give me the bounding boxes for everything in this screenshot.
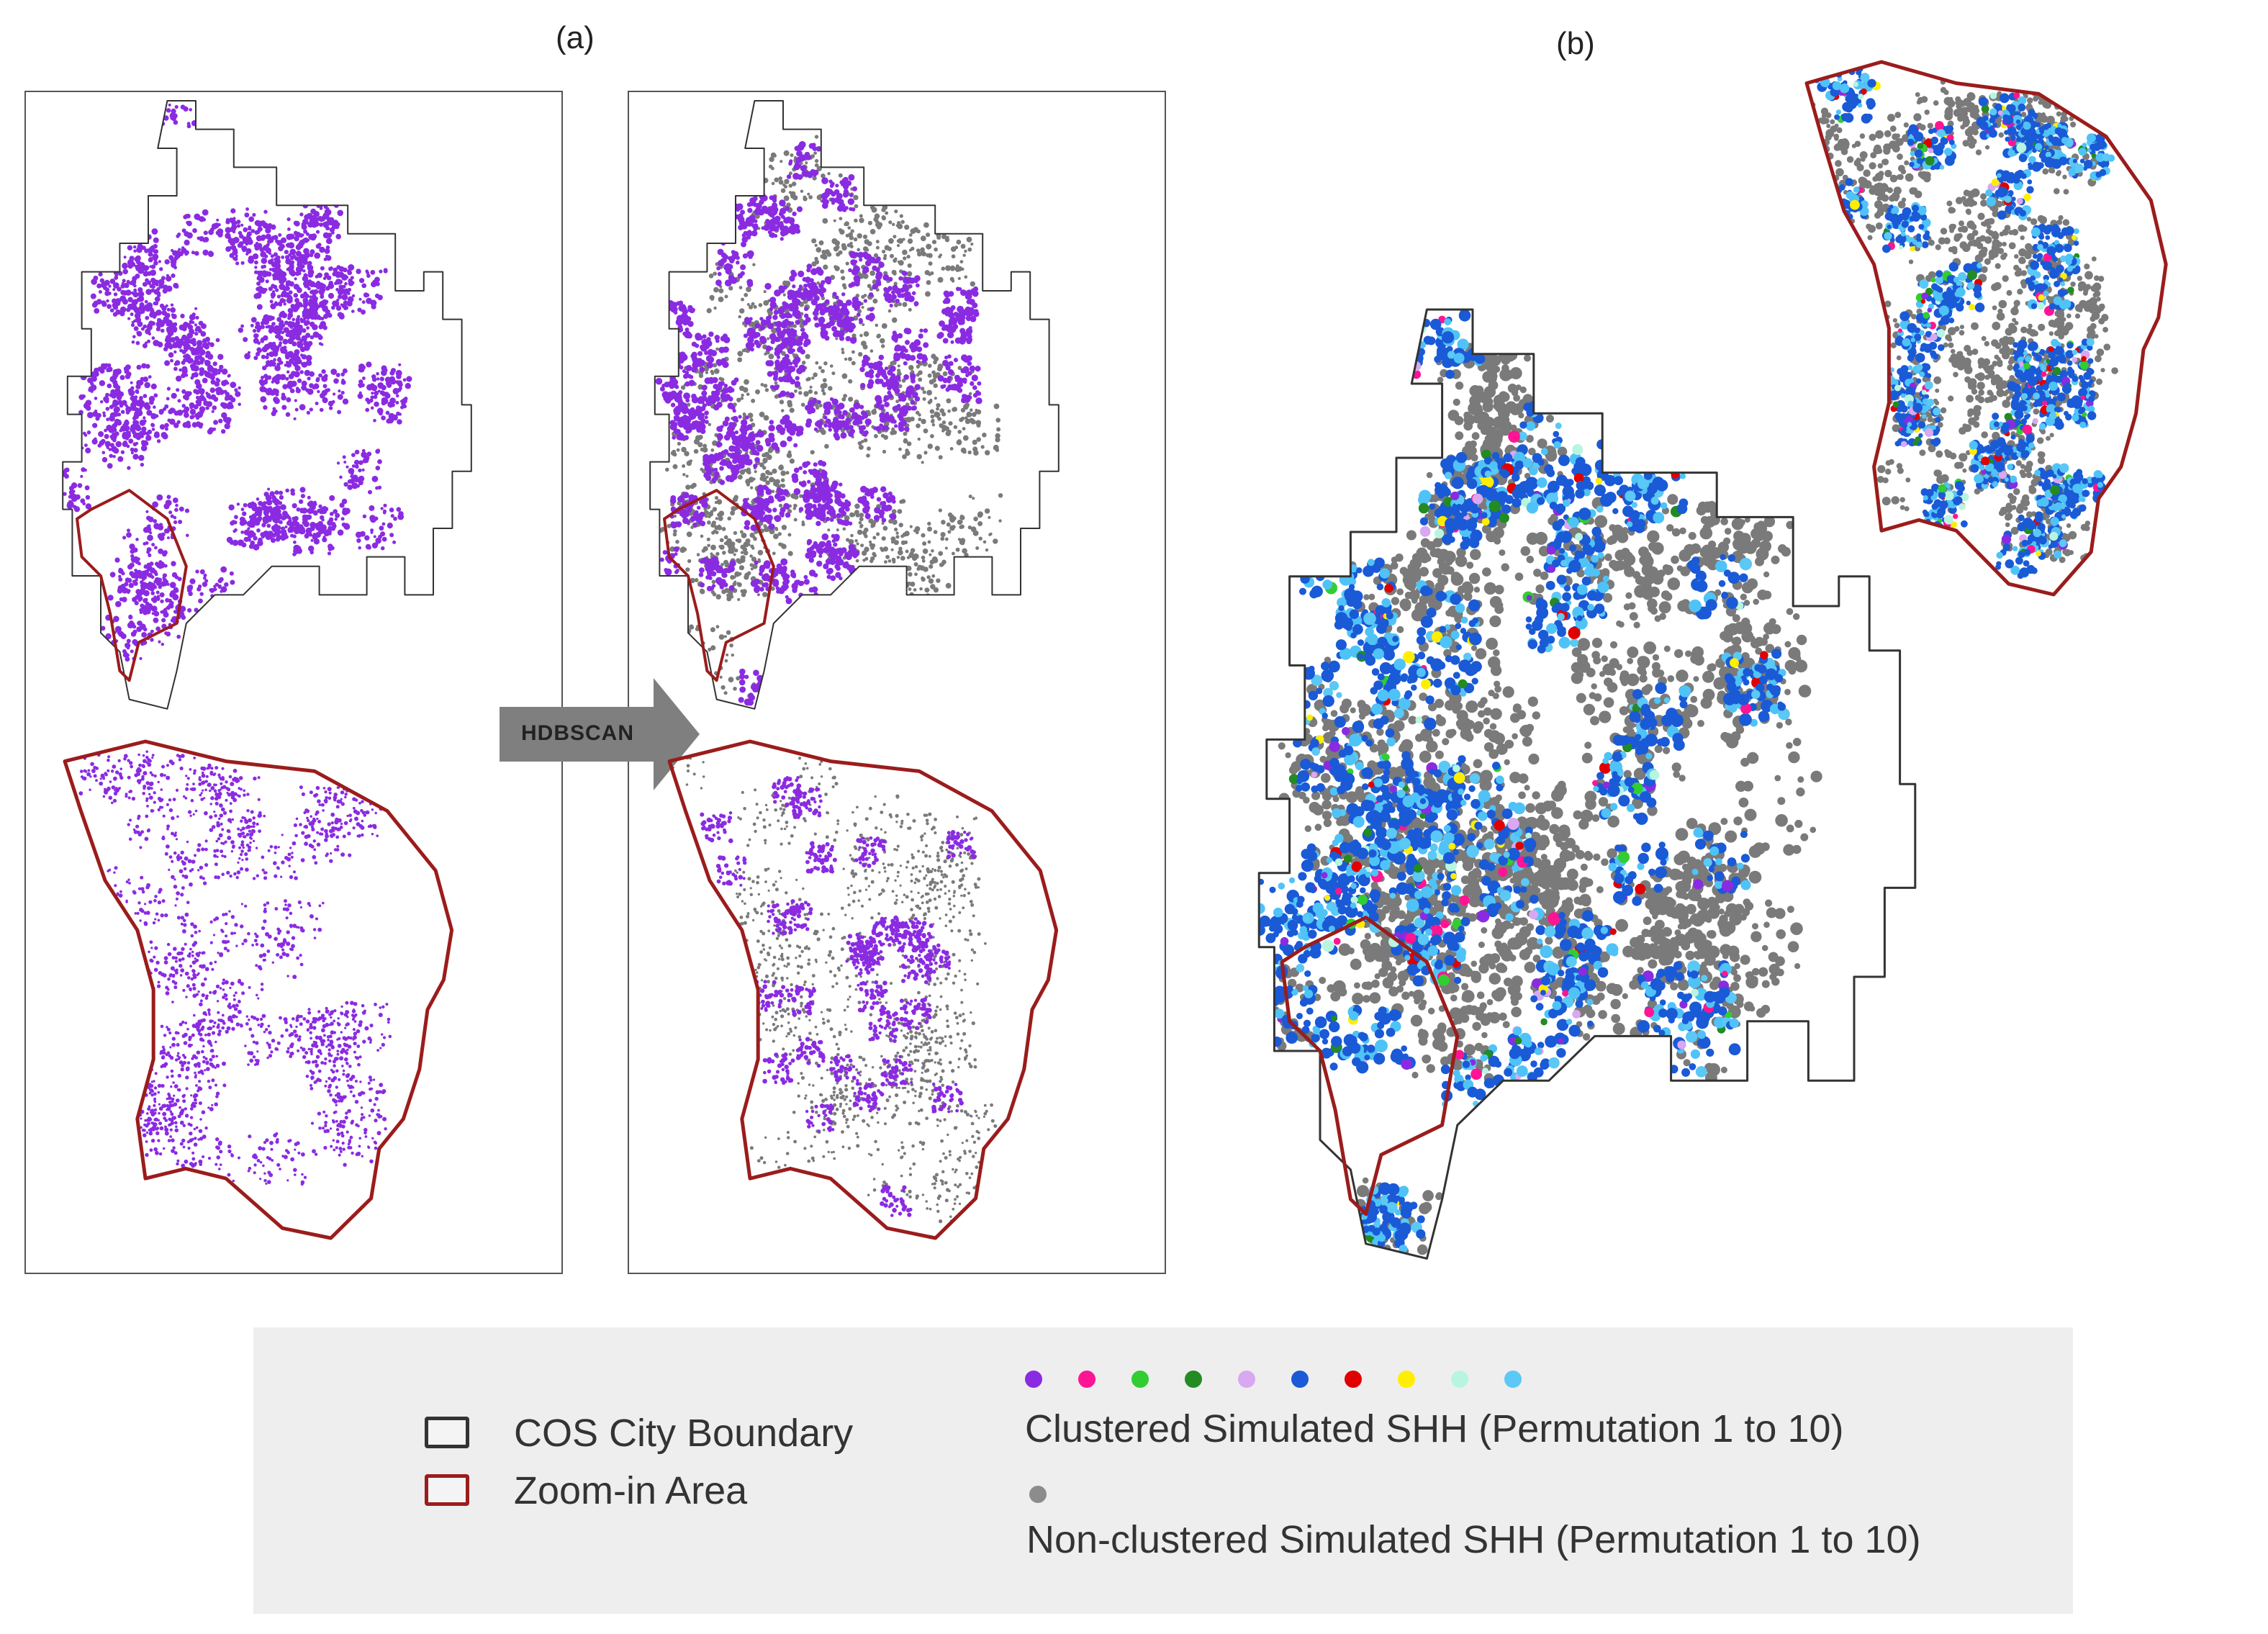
panel-a-label: (a) bbox=[556, 20, 595, 55]
nonclustered-label: Non-clustered Simulated SHH (Permutation… bbox=[1026, 1518, 1921, 1561]
clustered-label: Clustered Simulated SHH (Permutation 1 t… bbox=[1025, 1407, 1844, 1450]
a-input-zoom-boundary bbox=[63, 739, 454, 1240]
a-hdbscan-city-boundary bbox=[649, 100, 1060, 710]
city-boundary-label: COS City Boundary bbox=[514, 1412, 854, 1455]
a-input-city-points bbox=[63, 103, 412, 662]
permutation-7-swatch bbox=[1345, 1371, 1362, 1388]
a-hdbscan-noise-points bbox=[658, 135, 1003, 699]
b-zoom-clusters bbox=[1814, 65, 2115, 579]
b-zoom-boundary bbox=[1804, 60, 2168, 597]
permutation-6-swatch bbox=[1291, 1371, 1309, 1388]
map-legend: COS City Boundary Zoom-in Area Clustered… bbox=[253, 1327, 2073, 1614]
a-input-city-boundary bbox=[62, 100, 472, 710]
permutation-3-swatch bbox=[1131, 1371, 1149, 1388]
a-hdbscan-zoom-boundary bbox=[667, 739, 1059, 1240]
zoom-area-swatch bbox=[425, 1474, 469, 1506]
a-input-zoom-points bbox=[78, 750, 392, 1186]
permutation-1-swatch bbox=[1025, 1371, 1042, 1388]
a-hdbscan-zoom-clusters bbox=[700, 776, 977, 1217]
panel-b-label: (b) bbox=[1556, 26, 1595, 61]
zoom-area-label: Zoom-in Area bbox=[514, 1469, 748, 1512]
b-noise-points bbox=[1271, 343, 1822, 1257]
permutation-5-swatch bbox=[1238, 1371, 1255, 1388]
permutation-10-swatch bbox=[1504, 1371, 1522, 1388]
permutation-9-swatch bbox=[1451, 1371, 1468, 1388]
permutation-2-swatch bbox=[1078, 1371, 1095, 1388]
b-cluster-points bbox=[1259, 310, 1790, 1253]
hdbscan-arrow-label: HDBSCAN bbox=[521, 721, 634, 745]
a-hdbscan-zoom-box bbox=[663, 489, 775, 682]
nonclustered-swatch bbox=[1029, 1486, 1047, 1503]
a-hdbscan-cluster-points bbox=[655, 141, 982, 706]
permutation-8-swatch bbox=[1398, 1371, 1415, 1388]
a-input-zoom-box bbox=[76, 489, 188, 682]
b-city-boundary bbox=[1257, 308, 1917, 1260]
city-boundary-swatch bbox=[425, 1417, 469, 1448]
permutation-4-swatch bbox=[1185, 1371, 1202, 1388]
b-zoom-box bbox=[1280, 916, 1460, 1217]
